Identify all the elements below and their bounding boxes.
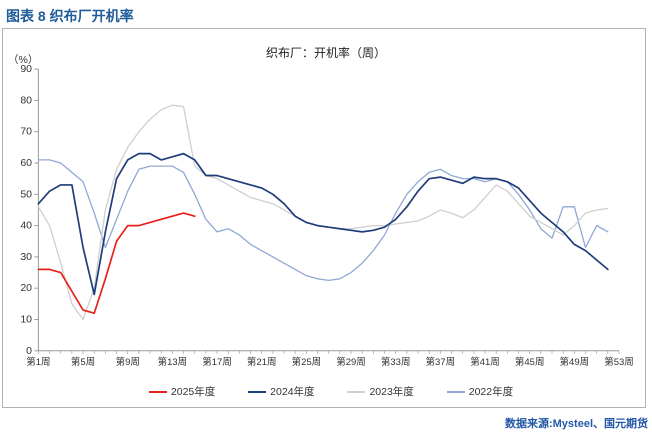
svg-text:0: 0 xyxy=(26,345,32,357)
svg-text:第49周: 第49周 xyxy=(560,356,590,368)
svg-text:20: 20 xyxy=(20,282,32,294)
svg-text:第41周: 第41周 xyxy=(470,356,500,368)
svg-text:10: 10 xyxy=(20,313,32,325)
svg-text:80: 80 xyxy=(20,94,32,106)
svg-text:50: 50 xyxy=(20,188,32,200)
svg-text:30: 30 xyxy=(20,251,32,263)
svg-text:第29周: 第29周 xyxy=(336,356,366,368)
svg-text:40: 40 xyxy=(20,220,32,232)
svg-text:第37周: 第37周 xyxy=(426,356,456,368)
svg-text:第45周: 第45周 xyxy=(515,356,545,368)
svg-text:第5周: 第5周 xyxy=(71,356,95,368)
svg-text:60: 60 xyxy=(20,157,32,169)
svg-text:第13周: 第13周 xyxy=(158,356,188,368)
svg-text:第21周: 第21周 xyxy=(247,356,277,368)
svg-text:70: 70 xyxy=(20,126,32,138)
svg-text:第53周: 第53周 xyxy=(604,356,634,368)
svg-text:第9周: 第9周 xyxy=(116,356,140,368)
svg-text:第33周: 第33周 xyxy=(381,356,411,368)
svg-text:第17周: 第17周 xyxy=(202,356,232,368)
svg-text:第25周: 第25周 xyxy=(292,356,322,368)
svg-text:90: 90 xyxy=(20,63,32,75)
svg-text:第1周: 第1周 xyxy=(26,356,50,368)
